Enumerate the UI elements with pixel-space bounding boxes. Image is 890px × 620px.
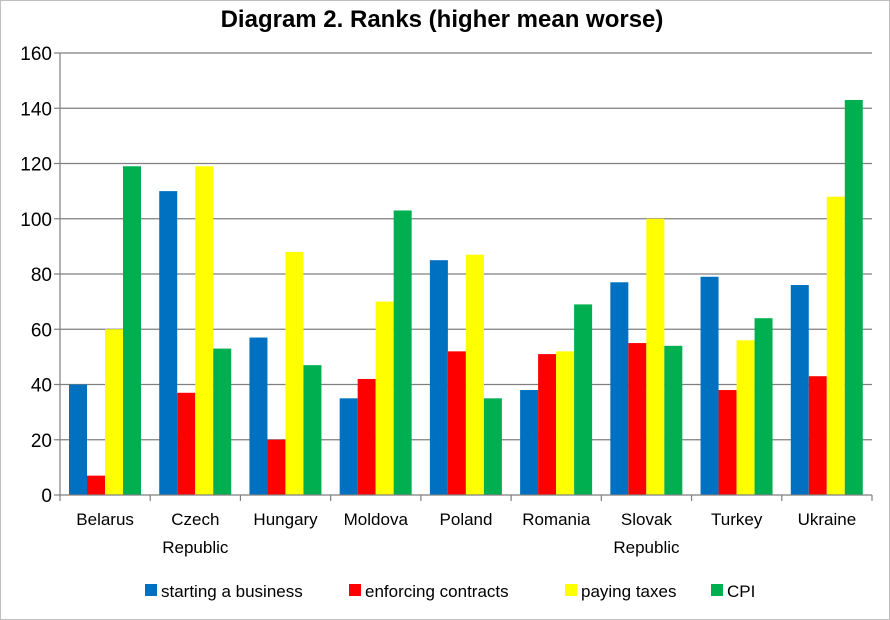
bar-cpi xyxy=(303,365,322,495)
legend-swatch xyxy=(145,584,157,596)
bar-paying-taxes xyxy=(375,301,394,495)
bar-starting-a-business xyxy=(610,282,629,495)
bar-starting-a-business xyxy=(520,390,539,495)
y-tick-label: 0 xyxy=(41,486,52,507)
chart-title: Diagram 2. Ranks (higher mean worse) xyxy=(221,6,664,33)
bar-paying-taxes xyxy=(465,254,484,495)
bar-starting-a-business xyxy=(159,191,178,495)
legend-swatch xyxy=(565,584,577,596)
x-category-label: Moldova xyxy=(344,510,409,529)
bar-starting-a-business xyxy=(700,276,719,495)
x-category-label: Republic xyxy=(162,538,229,557)
legend-label: enforcing contracts xyxy=(365,582,509,601)
bar-cpi xyxy=(754,318,773,495)
tick-labels: 0 20 40 60 80 100 120 140 160 Belarus Czech Republi… xyxy=(20,44,856,557)
legend: starting a business enforcing contracts pa… xyxy=(145,582,755,601)
y-tick-label: 80 xyxy=(31,265,52,286)
bar-enforcing-contracts xyxy=(808,376,827,495)
x-category-label: Hungary xyxy=(253,510,318,529)
bar-starting-a-business xyxy=(790,285,809,495)
y-tick-label: 120 xyxy=(20,155,52,176)
x-category-label: Belarus xyxy=(76,510,134,529)
bar-cpi xyxy=(213,348,232,495)
legend-label: CPI xyxy=(727,582,755,601)
bars xyxy=(69,99,863,496)
x-category-label: Slovak xyxy=(621,510,673,529)
x-category-label: Republic xyxy=(613,538,680,557)
axes xyxy=(54,52,873,501)
x-category-label: Turkey xyxy=(711,510,763,529)
bar-paying-taxes xyxy=(195,166,214,495)
bar-cpi xyxy=(123,166,141,495)
bar-cpi xyxy=(483,398,502,495)
bar-enforcing-contracts xyxy=(87,475,105,495)
bar-enforcing-contracts xyxy=(718,390,737,495)
bar-paying-taxes xyxy=(826,196,845,495)
bar-starting-a-business xyxy=(339,398,358,495)
bar-starting-a-business xyxy=(249,337,268,495)
legend-swatch xyxy=(711,584,723,596)
legend-label: starting a business xyxy=(161,582,303,601)
bar-cpi xyxy=(664,345,683,495)
x-category-label: Romania xyxy=(522,510,591,529)
bar-enforcing-contracts xyxy=(628,343,647,495)
bar-cpi xyxy=(574,304,593,495)
x-category-label: Czech xyxy=(171,510,219,529)
bar-starting-a-business xyxy=(429,260,448,495)
bar-paying-taxes xyxy=(556,351,575,495)
legend-swatch xyxy=(349,584,361,596)
bar-paying-taxes xyxy=(105,329,123,495)
y-tick-label: 20 xyxy=(31,431,52,452)
bar-paying-taxes xyxy=(285,251,304,495)
bar-enforcing-contracts xyxy=(538,354,557,495)
y-tick-label: 100 xyxy=(20,210,52,231)
y-tick-label: 140 xyxy=(20,99,52,120)
y-tick-label: 40 xyxy=(31,376,52,397)
x-category-label: Ukraine xyxy=(798,510,857,529)
bar-enforcing-contracts xyxy=(447,351,466,495)
bar-enforcing-contracts xyxy=(357,378,376,495)
bar-starting-a-business xyxy=(69,384,87,495)
y-tick-label: 60 xyxy=(31,320,52,341)
x-category-label: Poland xyxy=(440,510,493,529)
bar-cpi xyxy=(844,99,863,496)
bar-enforcing-contracts xyxy=(267,439,286,495)
bar-paying-taxes xyxy=(646,218,665,495)
bar-paying-taxes xyxy=(736,340,755,495)
bar-enforcing-contracts xyxy=(177,392,196,495)
y-tick-label: 160 xyxy=(20,44,52,65)
legend-label: paying taxes xyxy=(581,582,676,601)
bar-cpi xyxy=(393,210,412,495)
